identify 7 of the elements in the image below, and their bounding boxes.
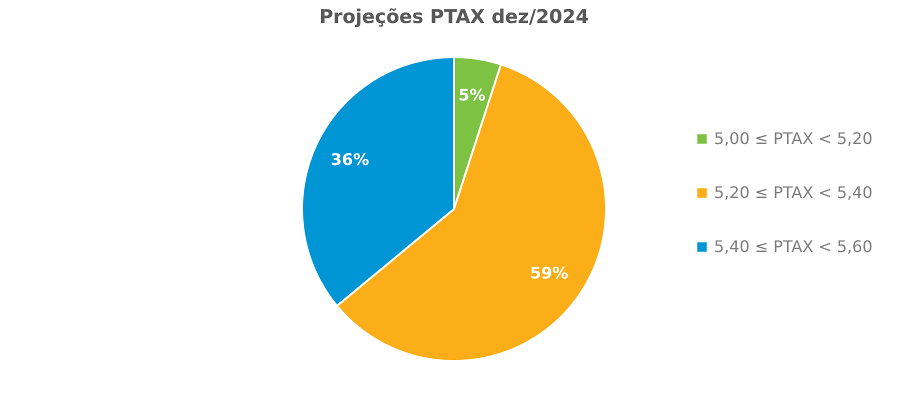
legend-label: 5,00 ≤ PTAX < 5,20: [714, 129, 872, 148]
data-label: 5%: [458, 85, 486, 104]
data-label: 59%: [530, 264, 568, 283]
chart-title: Projeções PTAX dez/2024: [319, 6, 589, 28]
data-label: 36%: [330, 150, 370, 170]
legend-label: 5,20 ≤ PTAX < 5,40: [714, 183, 872, 202]
legend-label: 5,40 ≤ PTAX < 5,60: [714, 237, 872, 256]
